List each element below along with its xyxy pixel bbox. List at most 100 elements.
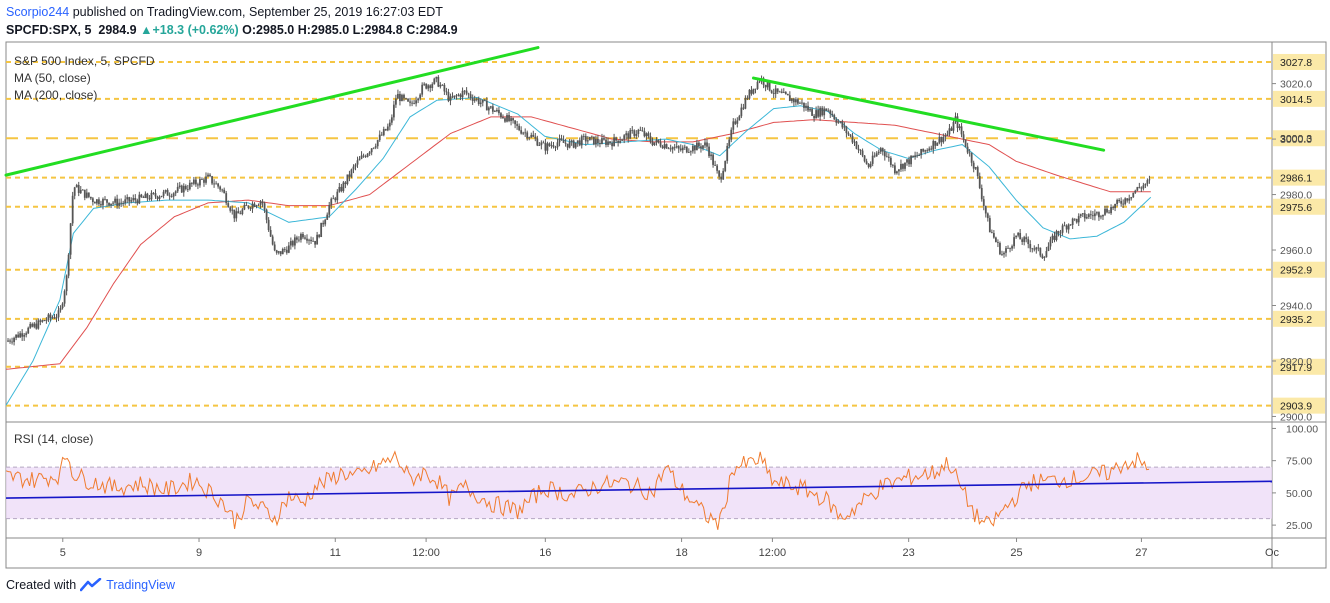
candle-body bbox=[916, 155, 919, 157]
candle-body bbox=[936, 142, 939, 146]
candle-body bbox=[906, 159, 908, 163]
candle-body bbox=[344, 182, 347, 185]
price-tick-label: 2980.0 bbox=[1280, 190, 1312, 202]
candle-body bbox=[546, 143, 549, 151]
candle-body bbox=[150, 192, 153, 200]
candle-body bbox=[407, 98, 409, 102]
candle-body bbox=[213, 183, 215, 185]
footer-brand[interactable]: TradingView bbox=[106, 578, 175, 592]
candle-body bbox=[601, 138, 603, 144]
candle-body bbox=[1116, 199, 1119, 205]
candle-body bbox=[259, 201, 262, 205]
candle-body bbox=[447, 92, 450, 101]
candle-body bbox=[851, 135, 854, 143]
candle-body bbox=[17, 334, 20, 338]
candle-body bbox=[1031, 248, 1034, 250]
candle-body bbox=[1015, 235, 1018, 238]
candle-body bbox=[875, 153, 878, 157]
candle-body bbox=[801, 102, 803, 104]
candle-body bbox=[312, 240, 314, 242]
candle-body bbox=[69, 223, 72, 255]
price-level-label: 3027.8 bbox=[1280, 57, 1312, 69]
candle-body bbox=[1108, 212, 1110, 214]
candle-body bbox=[231, 209, 234, 211]
price-level-label: 2917.9 bbox=[1280, 362, 1312, 374]
candle-body bbox=[271, 236, 274, 245]
candle-body bbox=[247, 205, 250, 208]
candle-body bbox=[827, 110, 830, 112]
candle-body bbox=[241, 209, 244, 214]
candle-body bbox=[986, 213, 989, 219]
candle-body bbox=[144, 193, 147, 198]
candle-body bbox=[1065, 225, 1068, 230]
candle-body bbox=[1005, 248, 1007, 253]
candle-body bbox=[386, 126, 389, 131]
candle-body bbox=[257, 204, 260, 206]
candle-body bbox=[433, 78, 436, 85]
candle-body bbox=[397, 93, 399, 99]
candle-body bbox=[669, 148, 672, 150]
candle-body bbox=[374, 146, 377, 148]
candle-body bbox=[376, 140, 379, 147]
candle-body bbox=[459, 94, 462, 98]
candle-body bbox=[924, 150, 927, 152]
candle-body bbox=[429, 85, 432, 89]
candle-body bbox=[112, 202, 114, 204]
candle-body bbox=[607, 141, 609, 145]
candle-body bbox=[1112, 207, 1114, 209]
close-value: 2984.9 bbox=[419, 23, 458, 37]
candle-body bbox=[982, 199, 985, 206]
candle-body bbox=[360, 155, 363, 159]
candle-body bbox=[227, 203, 230, 208]
candle-body bbox=[655, 139, 658, 143]
candle-body bbox=[627, 133, 630, 139]
candle-body bbox=[164, 190, 167, 192]
candle-body bbox=[378, 134, 381, 141]
candle-body bbox=[498, 109, 500, 114]
candle-body bbox=[281, 249, 284, 255]
candle-body bbox=[49, 314, 52, 318]
candle-body bbox=[734, 121, 737, 124]
low-value: 2984.8 bbox=[364, 23, 403, 37]
candle-body bbox=[322, 222, 325, 225]
candle-body bbox=[1021, 239, 1024, 242]
candle-body bbox=[283, 249, 286, 250]
candle-body bbox=[122, 203, 125, 204]
price-level-tag bbox=[1273, 53, 1325, 70]
candle-body bbox=[736, 120, 739, 124]
candle-body bbox=[41, 320, 44, 322]
candle-body bbox=[35, 323, 38, 329]
candle-body bbox=[1041, 255, 1044, 258]
candle-body bbox=[857, 148, 860, 151]
candle-body bbox=[972, 162, 975, 169]
rsi-tick-label: 50.00 bbox=[1286, 488, 1312, 500]
candle-body bbox=[584, 136, 587, 142]
candle-body bbox=[821, 107, 824, 116]
candle-body bbox=[128, 197, 131, 202]
candle-body bbox=[63, 291, 66, 304]
candle-body bbox=[912, 155, 914, 158]
rsi-trendline bbox=[5, 480, 1273, 499]
candle-body bbox=[1142, 185, 1145, 189]
candle-body bbox=[1033, 248, 1036, 250]
candle-body bbox=[445, 91, 448, 93]
candle-body bbox=[1047, 246, 1050, 252]
candle-body bbox=[1063, 225, 1066, 227]
candle-body bbox=[61, 303, 64, 309]
candle-body bbox=[1055, 231, 1058, 241]
candle-body bbox=[500, 113, 502, 118]
candle-body bbox=[595, 138, 597, 145]
candle-body bbox=[98, 199, 100, 205]
candle-body bbox=[922, 148, 925, 152]
candle-body bbox=[1071, 218, 1074, 226]
candle-body bbox=[772, 92, 775, 94]
author-link[interactable]: Scorpio244 bbox=[6, 5, 70, 19]
candle-body bbox=[833, 115, 836, 120]
candle-body bbox=[740, 107, 743, 117]
candle-body bbox=[318, 234, 321, 237]
candle-body bbox=[732, 121, 735, 130]
candle-body bbox=[1100, 216, 1102, 218]
candle-body bbox=[770, 90, 773, 93]
candle-body bbox=[544, 142, 547, 151]
